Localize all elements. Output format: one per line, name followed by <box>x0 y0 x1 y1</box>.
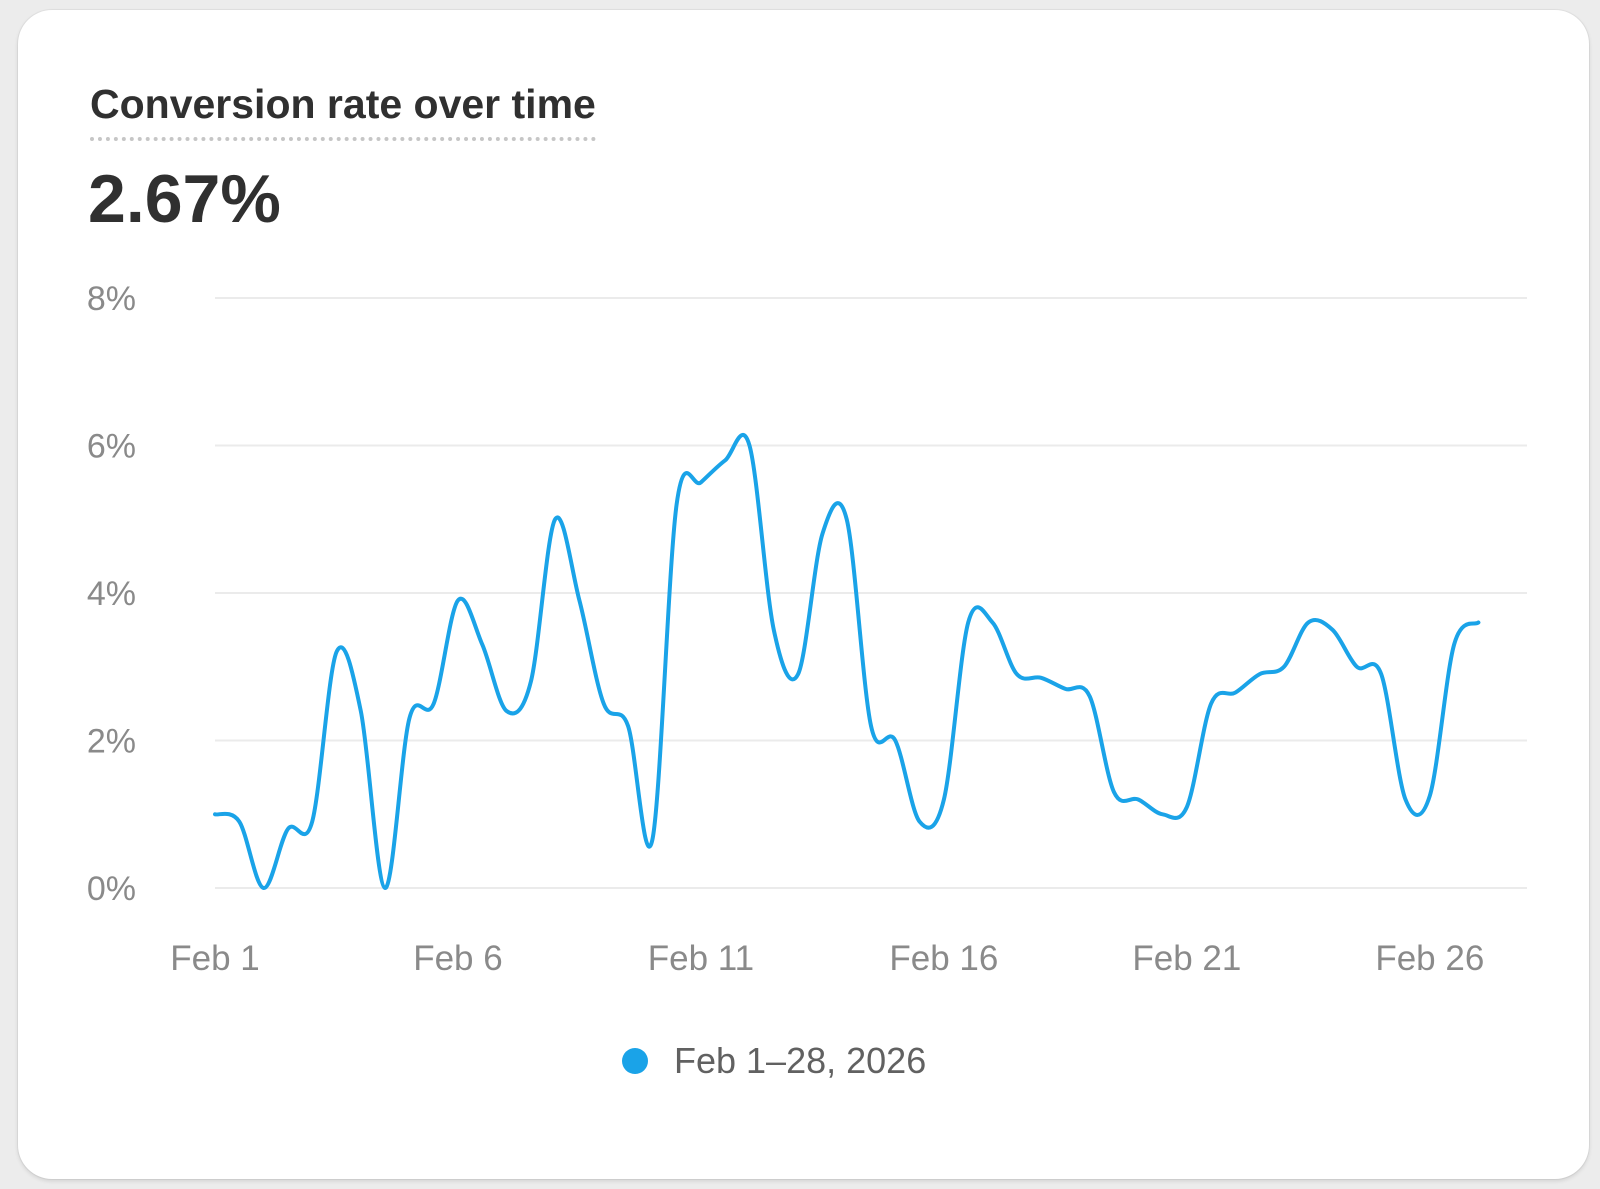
y-tick-label: 0% <box>87 870 136 908</box>
x-tick-label: Feb 6 <box>413 939 503 978</box>
conversion-rate-card: Conversion rate over time 2.67% <box>18 10 1589 1179</box>
y-tick-label: 8% <box>87 280 136 318</box>
x-tick-label: Feb 11 <box>648 939 754 978</box>
legend-label: Feb 1–28, 2026 <box>674 1040 927 1081</box>
x-tick-label: Feb 1 <box>170 939 260 978</box>
x-axis-labels: Feb 1 Feb 6 Feb 11 Feb 16 Feb 21 Feb 26 <box>170 939 1484 978</box>
y-tick-label: 4% <box>87 575 136 613</box>
legend-dot-icon <box>622 1048 648 1074</box>
y-tick-label: 2% <box>87 723 136 761</box>
card-title[interactable]: Conversion rate over time <box>90 80 596 142</box>
x-tick-label: Feb 21 <box>1132 939 1241 978</box>
y-tick-label: 6% <box>87 428 136 466</box>
chart-legend: Feb 1–28, 2026 <box>622 1040 926 1082</box>
metric-value: 2.67% <box>88 161 281 237</box>
series-line[interactable] <box>213 433 1481 891</box>
y-axis-labels: 0% 2% 4% 6% 8% <box>87 280 136 908</box>
x-tick-label: Feb 26 <box>1375 939 1484 978</box>
series-layer <box>213 433 1481 891</box>
x-tick-label: Feb 16 <box>889 939 998 978</box>
grid-lines <box>215 297 1527 889</box>
